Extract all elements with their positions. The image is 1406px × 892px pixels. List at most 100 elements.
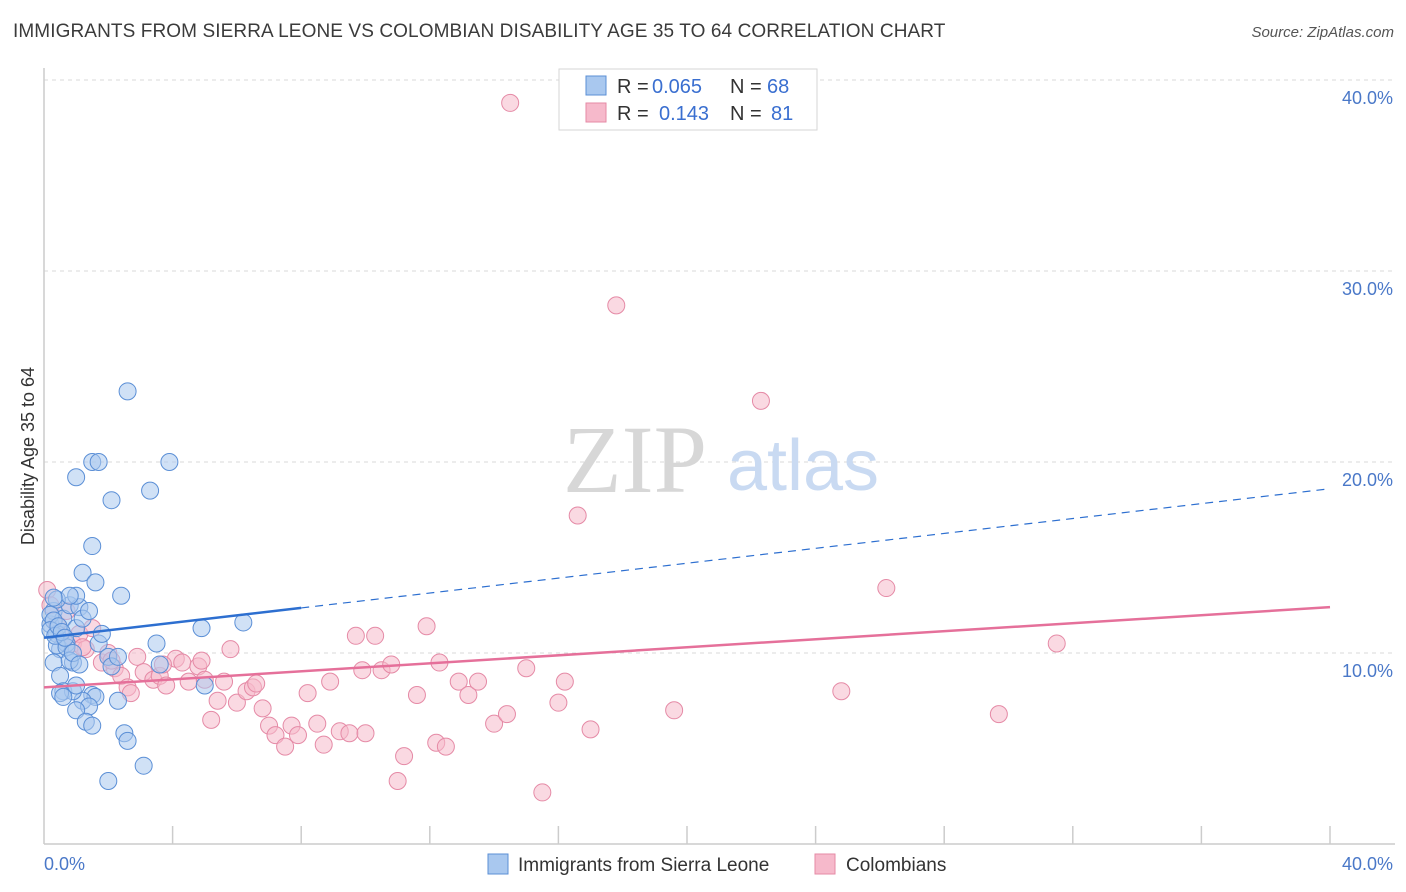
watermark: ZIP atlas (563, 406, 879, 513)
sierra-leone-point (134, 756, 153, 775)
legend-n-value-pink: 81 (771, 103, 793, 125)
y-tick-label: 10.0% (1342, 661, 1393, 681)
bottom-legend-label-pink: Colombians (846, 855, 946, 876)
colombians-point (497, 705, 516, 724)
x-tick-label: 40.0% (1342, 854, 1393, 874)
x-tick-labels: 0.0% 40.0% (44, 854, 1393, 874)
colombians-points (38, 93, 1066, 802)
axes (43, 68, 1395, 845)
sierra-leone-point (89, 453, 108, 471)
colombians-point (353, 661, 372, 680)
colombians-point (314, 735, 333, 754)
sierra-leone-point (83, 716, 102, 735)
x-tick-label: 0.0% (44, 854, 85, 874)
y-tick-label: 20.0% (1342, 470, 1393, 490)
legend-r-value-blue: 0.065 (652, 76, 702, 98)
colombians-point (469, 672, 488, 691)
colombians-point (555, 672, 574, 691)
sierra-leone-point (102, 491, 121, 510)
sierra-leone-point (99, 771, 118, 790)
correlation-legend: R = 0.065 N = 68 R = 0.143 N = 81 (558, 68, 818, 131)
colombians-point (208, 691, 227, 710)
legend-n-label-blue: N = (730, 76, 762, 98)
sierra-leone-point (118, 382, 137, 401)
sierra-leone-point (60, 586, 79, 605)
sierra-leone-point (67, 701, 86, 720)
legend-n-value-blue: 68 (767, 76, 789, 98)
series-legend: Immigrants from Sierra Leone Colombians (487, 853, 946, 876)
colombians-point (192, 651, 211, 670)
sierra-leone-point (160, 453, 179, 471)
legend-swatch-pink (585, 102, 607, 123)
colombians-point (288, 726, 307, 745)
watermark-atlas: atlas (727, 426, 879, 506)
colombians-point (485, 714, 504, 733)
colombians-point (436, 737, 455, 756)
colombians-point (253, 699, 272, 718)
colombians-point (517, 659, 536, 678)
y-axis-label: Disability Age 35 to 64 (18, 367, 38, 545)
colombians-point (607, 296, 626, 315)
colombians-point (417, 617, 436, 636)
chart-title: IMMIGRANTS FROM SIERRA LEONE VS COLOMBIA… (13, 21, 946, 42)
sierra-leone-point (150, 655, 169, 674)
bottom-legend-swatch-blue (487, 853, 509, 875)
sierra-leone-point (55, 628, 74, 647)
colombians-point (581, 720, 600, 739)
colombians-point (308, 714, 327, 733)
colombians-point (395, 747, 414, 766)
colombians-point (665, 701, 684, 720)
sierra-leone-point (92, 624, 111, 643)
sierra-leone-point (83, 537, 102, 556)
colombians-point (266, 726, 285, 745)
colombians-point (173, 653, 192, 672)
legend-r-label-blue: R = (617, 76, 649, 98)
colombians-point (832, 682, 851, 701)
colombians-point (356, 724, 375, 743)
colombians-trend (43, 605, 1331, 689)
colombians-point (227, 693, 246, 712)
y-tick-label: 30.0% (1342, 279, 1393, 299)
colombians-point (321, 672, 340, 691)
colombians-point (247, 674, 266, 693)
colombians-point (877, 579, 896, 598)
chart-source: Source: ZipAtlas.com (1251, 24, 1394, 41)
sierra-leone-point (67, 468, 86, 487)
colombians-point (449, 672, 468, 691)
sierra-leone-trend-solid (43, 606, 302, 639)
sierra-leone-point (192, 619, 211, 638)
sierra-leone-point (86, 573, 105, 592)
sierra-leone-point (112, 586, 131, 605)
colombians-point (346, 626, 365, 645)
bottom-legend-label-blue: Immigrants from Sierra Leone (518, 855, 769, 876)
colombians-point (366, 626, 385, 645)
grid (44, 79, 1395, 654)
watermark-zip: ZIP (563, 406, 707, 513)
colombians-point (340, 724, 359, 743)
colombians-point (989, 705, 1008, 724)
trend-lines (43, 488, 1331, 689)
y-tick-labels: 10.0% 20.0% 30.0% 40.0% (1342, 88, 1393, 681)
colombians-point (568, 506, 587, 525)
colombians-point (298, 684, 317, 703)
colombians-point (221, 640, 240, 659)
colombians-point (751, 391, 770, 410)
sierra-leone-point (195, 676, 214, 695)
legend-r-value-pink: 0.143 (659, 103, 709, 125)
colombians-point (276, 737, 295, 756)
colombians-point (459, 686, 478, 705)
sierra-leone-point (44, 588, 63, 607)
colombians-point (179, 672, 198, 691)
colombians-point (1047, 634, 1066, 653)
legend-r-label-pink: R = (617, 103, 649, 125)
colombians-point (128, 647, 147, 666)
colombians-point (549, 693, 568, 712)
y-tick-label: 40.0% (1342, 88, 1393, 108)
colombians-point (533, 783, 552, 802)
sierra-leone-point (108, 647, 127, 666)
sierra-leone-point (147, 634, 166, 653)
sierra-leone-point (108, 691, 127, 710)
sierra-leone-trend-dashed (301, 488, 1331, 609)
colombians-point (388, 771, 407, 790)
